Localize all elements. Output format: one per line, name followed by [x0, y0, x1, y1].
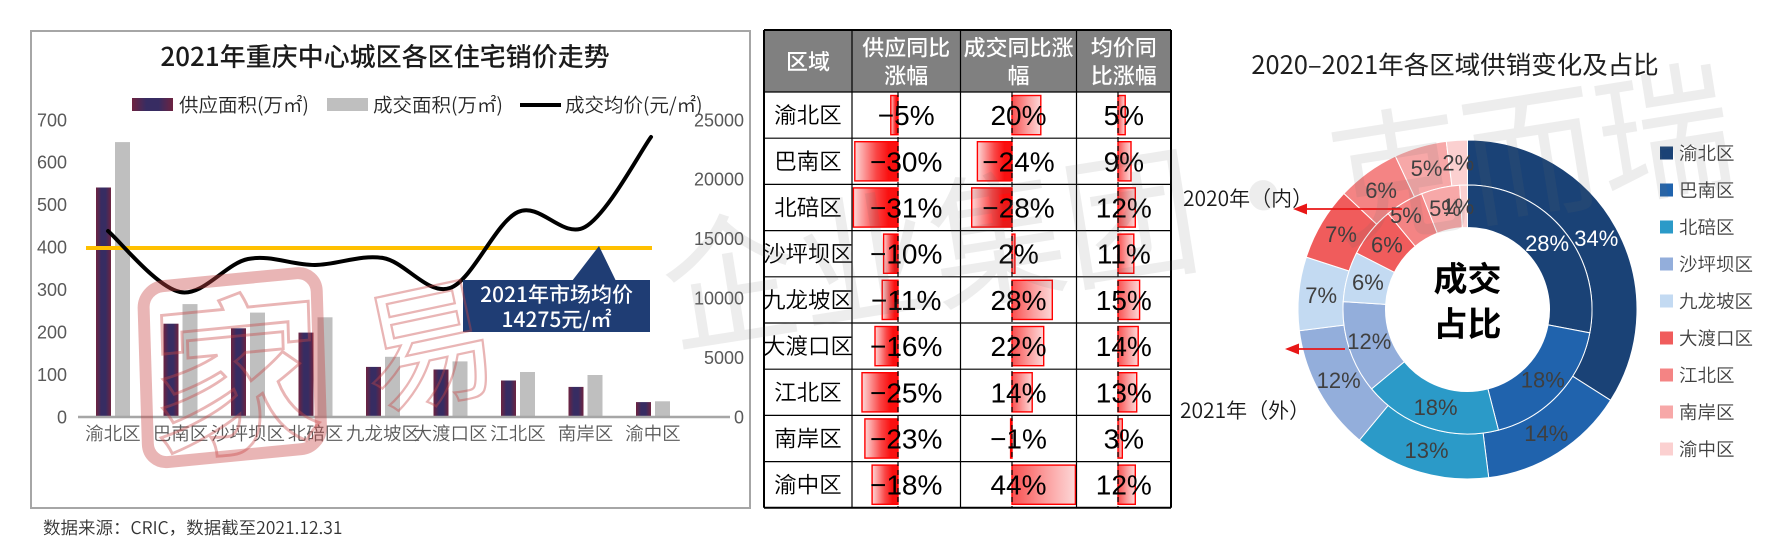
svg-text:2%: 2% [1442, 150, 1474, 175]
svg-text:22%: 22% [990, 331, 1046, 362]
svg-text:300: 300 [37, 280, 67, 300]
svg-text:−16%: −16% [870, 331, 942, 362]
svg-text:12%: 12% [1347, 329, 1391, 354]
svg-text:28%: 28% [1525, 231, 1569, 256]
svg-text:400: 400 [37, 238, 67, 258]
svg-text:−31%: −31% [870, 193, 942, 224]
svg-text:500: 500 [37, 195, 67, 215]
svg-text:−5%: −5% [878, 100, 935, 131]
svg-text:0: 0 [57, 407, 67, 427]
svg-text:20000: 20000 [694, 170, 744, 190]
svg-text:7%: 7% [1305, 283, 1337, 308]
svg-text:13%: 13% [1096, 377, 1152, 408]
svg-text:−25%: −25% [870, 377, 942, 408]
svg-text:20%: 20% [990, 100, 1046, 131]
svg-text:14%: 14% [990, 377, 1046, 408]
svg-text:18%: 18% [1521, 368, 1565, 393]
svg-text:5000: 5000 [704, 348, 744, 368]
svg-text:600: 600 [37, 153, 67, 173]
svg-text:13%: 13% [1404, 438, 1448, 463]
svg-text:3%: 3% [1104, 424, 1144, 455]
svg-text:−24%: −24% [982, 146, 1054, 177]
svg-text:−18%: −18% [870, 470, 942, 501]
svg-text:28%: 28% [990, 285, 1046, 316]
svg-text:200: 200 [37, 322, 67, 342]
svg-text:−1%: −1% [990, 424, 1047, 455]
svg-text:14%: 14% [1524, 421, 1568, 446]
svg-text:100: 100 [37, 365, 67, 385]
svg-text:700: 700 [37, 110, 67, 130]
svg-text:15%: 15% [1096, 285, 1152, 316]
svg-text:12%: 12% [1096, 470, 1152, 501]
svg-text:6%: 6% [1371, 232, 1403, 257]
svg-text:18%: 18% [1414, 395, 1458, 420]
svg-text:−23%: −23% [870, 424, 942, 455]
svg-text:34%: 34% [1574, 226, 1618, 251]
svg-text:0: 0 [734, 407, 744, 427]
svg-text:25000: 25000 [694, 110, 744, 130]
svg-text:44%: 44% [990, 470, 1046, 501]
svg-text:5%: 5% [1104, 100, 1144, 131]
svg-text:14%: 14% [1096, 331, 1152, 362]
svg-text:12%: 12% [1317, 368, 1361, 393]
svg-text:−30%: −30% [870, 146, 942, 177]
svg-text:6%: 6% [1352, 270, 1384, 295]
